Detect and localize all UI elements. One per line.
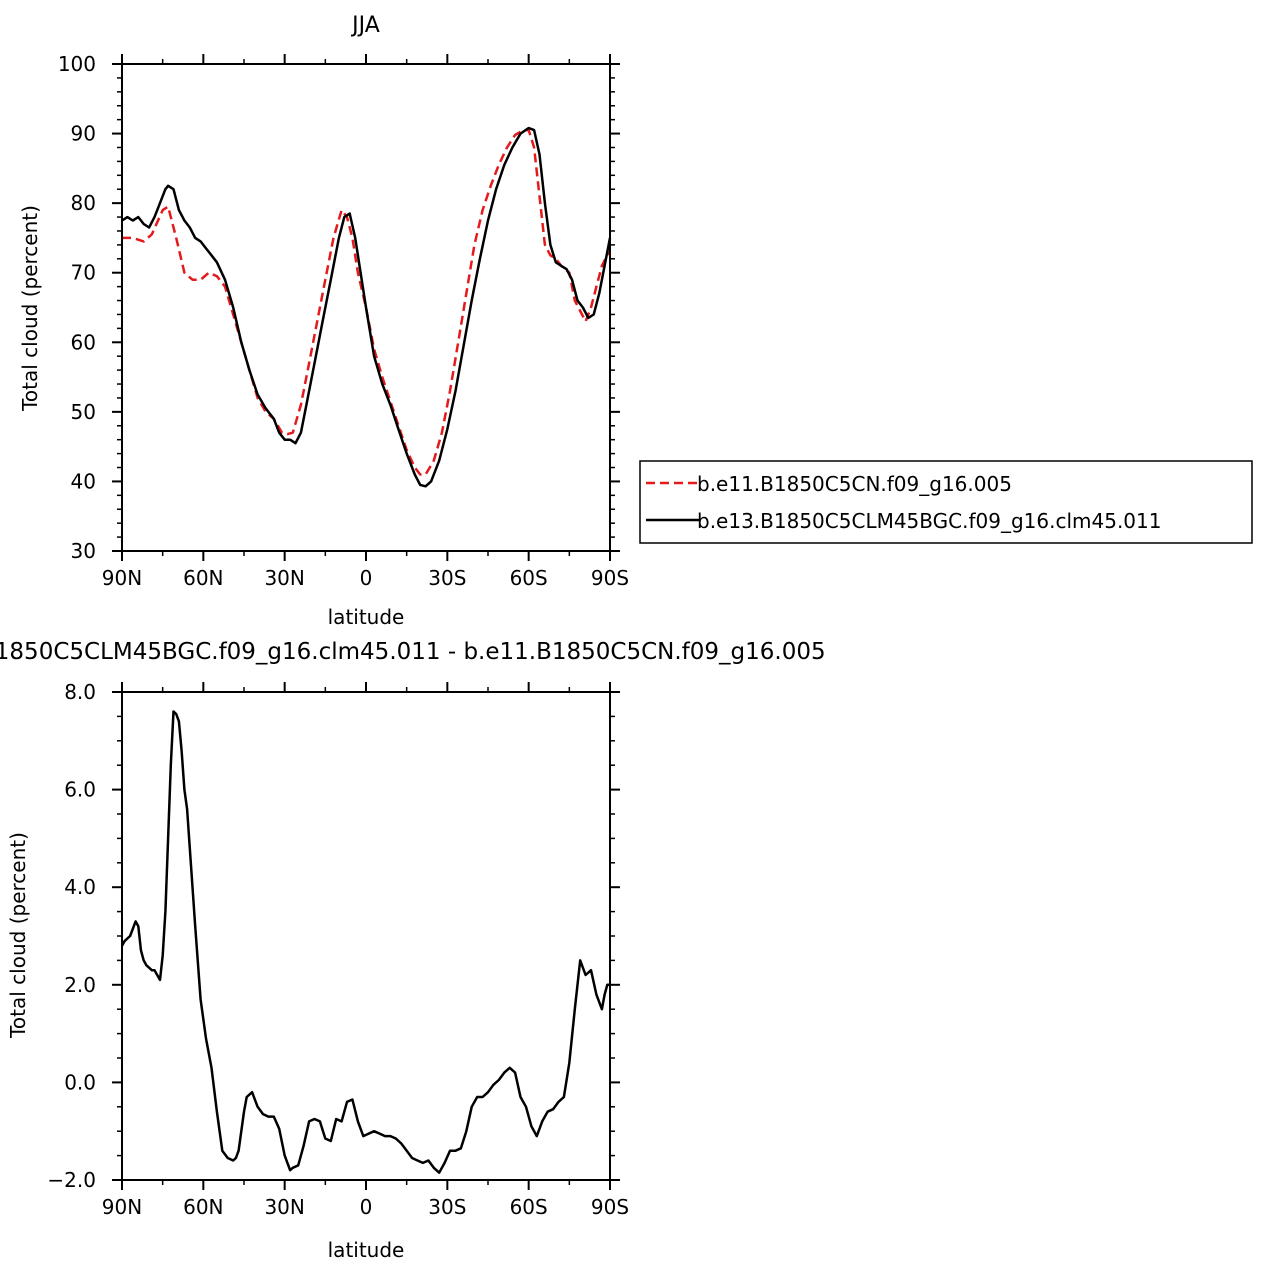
- bottom-chart-series-line-1: [120, 710, 610, 1174]
- bottom-chart-x-tick-label: 60N: [183, 1195, 223, 1219]
- bottom-chart-title: b.e13.B1850C5CLM45BGC.f09_g16.clm45.011 …: [0, 639, 826, 665]
- legend-box: [639, 460, 1253, 544]
- bottom-chart-x-tick-labels: 90N 60N 30N 0 30S 60S 90S: [102, 1195, 629, 1219]
- bottom-chart-y-tick-label: 6.0: [64, 778, 96, 802]
- top-chart-x-tick-label: 30S: [428, 566, 466, 590]
- top-chart-y-tick-labels: 30 40 50 60 70 80 90 100: [58, 52, 96, 563]
- top-chart-x-tick-label: 90N: [102, 566, 142, 590]
- bottom-chart-x-axis-label: latitude: [328, 1238, 405, 1262]
- bottom-chart-x-tick-label: 0: [360, 1195, 373, 1219]
- legend-label-series-2: b.e13.B1850C5CLM45BGC.f09_g16.clm45.011: [697, 509, 1161, 533]
- top-chart-series: [121, 126, 612, 488]
- top-chart-title: JJA: [350, 13, 380, 38]
- top-chart-x-tick-label: 60S: [510, 566, 548, 590]
- bottom-chart-x-tick-label: 30S: [428, 1195, 466, 1219]
- top-chart-x-tick-labels: 90N 60N 30N 0 30S 60S 90S: [102, 566, 629, 590]
- top-chart-y-tick-label: 100: [58, 52, 96, 76]
- bottom-chart-x-tick-label: 90N: [102, 1195, 142, 1219]
- bottom-chart-y-tick-label: 0.0: [64, 1070, 96, 1094]
- bottom-chart-y-tick-label: 8.0: [64, 680, 96, 704]
- top-chart-y-tick-label: 80: [71, 191, 96, 215]
- top-chart-y-tick-label: 30: [71, 539, 96, 563]
- bottom-chart-plot-frame: [121, 691, 611, 1181]
- legend-label-series-1: b.e11.B1850C5CN.f09_g16.005: [697, 472, 1012, 496]
- bottom-chart-y-tick-labels: −2.0 0.0 2.0 4.0 6.0 8.0: [47, 680, 96, 1192]
- bottom-chart-series: [120, 710, 610, 1174]
- bottom-chart-y-axis-label: Total cloud (percent): [6, 832, 30, 1039]
- bottom-chart-x-tick-label: 60S: [510, 1195, 548, 1219]
- top-chart-y-tick-label: 90: [71, 122, 96, 146]
- bottom-chart-x-tick-label: 90S: [591, 1195, 629, 1219]
- top-chart-series-line-2: [121, 126, 612, 488]
- top-chart-y-tick-label: 70: [71, 261, 96, 285]
- bottom-chart: b.e13.B1850C5CLM45BGC.f09_g16.clm45.011 …: [0, 639, 826, 1262]
- top-chart-x-tick-label: 0: [360, 566, 373, 590]
- top-chart-x-tick-label: 60N: [183, 566, 223, 590]
- top-chart-y-tick-label: 60: [71, 330, 96, 354]
- bottom-chart-ticks: [112, 682, 620, 1190]
- top-chart-y-tick-label: 50: [71, 400, 96, 424]
- top-chart-plot-frame: [121, 63, 611, 552]
- top-chart-y-tick-label: 40: [71, 469, 96, 493]
- bottom-chart-y-tick-label: −2.0: [47, 1168, 96, 1192]
- top-chart-x-tick-label: 90S: [591, 566, 629, 590]
- top-chart-x-axis-label: latitude: [328, 605, 405, 629]
- top-chart-series-line-1: [122, 128, 611, 476]
- bottom-chart-y-tick-label: 2.0: [64, 973, 96, 997]
- top-chart-y-axis-label: Total cloud (percent): [18, 205, 42, 412]
- top-chart-legend: b.e11.B1850C5CN.f09_g16.005 b.e13.B1850C…: [639, 460, 1253, 544]
- bottom-chart-y-tick-label: 4.0: [64, 875, 96, 899]
- top-chart: JJA 90N 60N 30N 0 30S 60S 90S 30 40 50 60 70 80 90 10…: [18, 13, 629, 629]
- bottom-chart-x-tick-label: 30N: [264, 1195, 304, 1219]
- top-chart-x-tick-label: 30N: [264, 566, 304, 590]
